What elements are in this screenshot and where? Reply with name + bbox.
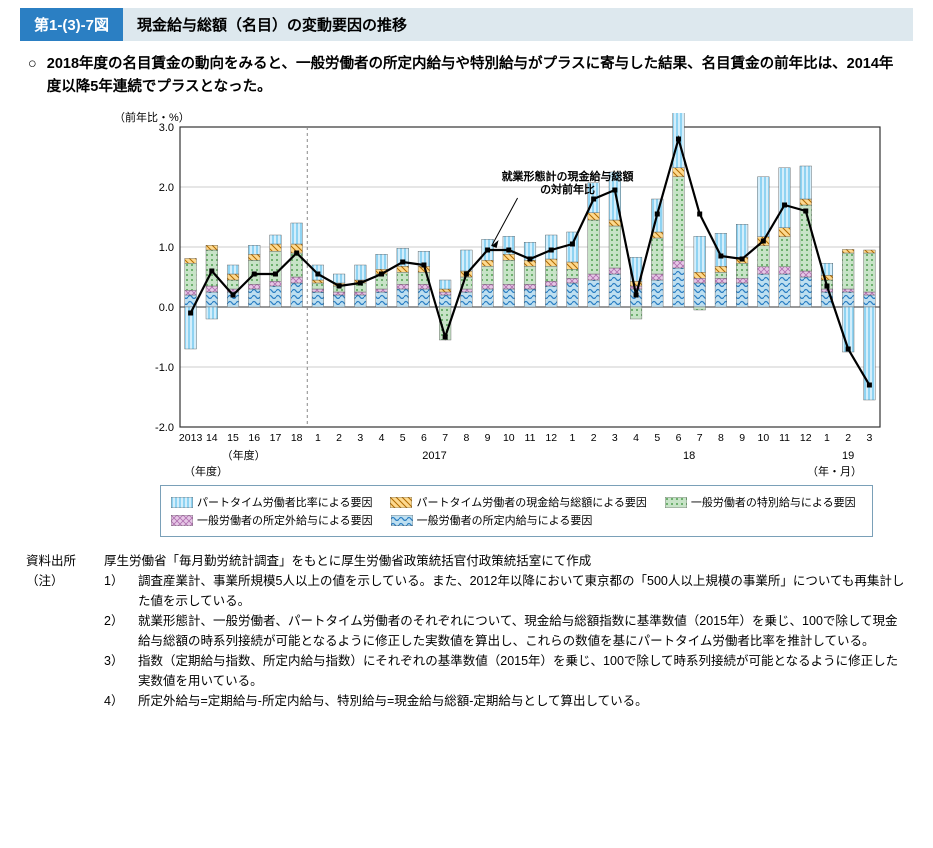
svg-text:-1.0: -1.0 <box>155 362 174 374</box>
svg-text:0.0: 0.0 <box>159 302 174 314</box>
svg-text:16: 16 <box>248 432 260 444</box>
svg-text:2.0: 2.0 <box>159 182 174 194</box>
svg-text:-2.0: -2.0 <box>155 422 174 434</box>
svg-text:18: 18 <box>683 450 695 462</box>
svg-text:5: 5 <box>654 432 660 444</box>
figure-title: 現金給与総額（名目）の変動要因の推移 <box>123 8 913 41</box>
svg-text:（年度）: （年度） <box>184 464 228 477</box>
svg-text:10: 10 <box>757 432 769 444</box>
svg-text:11: 11 <box>779 432 790 444</box>
svg-text:8: 8 <box>718 432 724 444</box>
svg-text:2: 2 <box>591 432 597 444</box>
source-text: 厚生労働省「毎月勤労統計調査」をもとに厚生労働省政策統括官付政策統括室にて作成 <box>104 551 591 571</box>
svg-text:15: 15 <box>227 432 239 444</box>
y-axis-label: （前年比・%） <box>114 109 190 125</box>
note-item: 3）指数（定期給与指数、所定内給与指数）にそれぞれの基準数値（2015年）を乗じ… <box>26 651 907 691</box>
note-item: 4）所定外給与=定期給与-所定内給与、特別給与=現金給与総額-定期給与として算出… <box>26 691 907 711</box>
svg-text:就業形態計の現金給与総額: 就業形態計の現金給与総額 <box>502 169 634 183</box>
svg-text:1: 1 <box>315 432 321 444</box>
svg-text:9: 9 <box>485 432 491 444</box>
svg-text:3: 3 <box>357 432 363 444</box>
legend-item: 一般労働者の所定内給与による要因 <box>391 512 593 528</box>
svg-text:（年度）: （年度） <box>222 448 266 462</box>
legend-item: パートタイム労働者の現金給与総額による要因 <box>390 494 646 510</box>
legend: パートタイム労働者比率による要因パートタイム労働者の現金給与総額による要因一般労… <box>160 485 873 537</box>
svg-text:19: 19 <box>842 450 854 462</box>
svg-text:5: 5 <box>400 432 406 444</box>
svg-text:4: 4 <box>379 432 385 444</box>
legend-item: 一般労働者の特別給与による要因 <box>665 494 856 510</box>
source-label: 資料出所 <box>26 551 104 571</box>
svg-text:10: 10 <box>503 432 515 444</box>
legend-item: パートタイム労働者比率による要因 <box>171 494 372 510</box>
svg-text:14: 14 <box>206 432 218 444</box>
svg-text:11: 11 <box>525 432 536 444</box>
source-notes: 資料出所 厚生労働省「毎月勤労統計調査」をもとに厚生労働省政策統括官付政策統括室… <box>26 551 907 711</box>
summary-bullet: ○ 2018年度の名目賃金の動向をみると、一般労働者の所定内給与や特別給与がプラ… <box>28 53 905 99</box>
svg-text:（年・月）: （年・月） <box>807 464 862 477</box>
note-item: （注）1）調査産業計、事業所規模5人以上の値を示している。また、2012年以降に… <box>26 571 907 611</box>
svg-text:2013: 2013 <box>179 432 203 444</box>
bullet-mark: ○ <box>28 53 37 99</box>
svg-text:12: 12 <box>545 432 557 444</box>
svg-text:1: 1 <box>570 432 576 444</box>
bullet-text: 2018年度の名目賃金の動向をみると、一般労働者の所定内給与や特別給与がプラスに… <box>47 53 905 99</box>
figure-header: 第1-(3)-7図 現金給与総額（名目）の変動要因の推移 <box>20 8 913 41</box>
note-item: 2）就業形態計、一般労働者、パートタイム労働者のそれぞれについて、現金給与総額指… <box>26 611 907 651</box>
svg-text:2: 2 <box>336 432 342 444</box>
svg-text:8: 8 <box>463 432 469 444</box>
svg-text:18: 18 <box>291 432 303 444</box>
svg-text:7: 7 <box>697 432 703 444</box>
svg-text:4: 4 <box>633 432 639 444</box>
stacked-bar-line-chart: -2.0-1.00.01.02.03.020131415161718123456… <box>140 113 890 477</box>
legend-item: 一般労働者の所定外給与による要因 <box>171 512 373 528</box>
svg-text:17: 17 <box>270 432 282 444</box>
svg-text:6: 6 <box>676 432 682 444</box>
svg-text:7: 7 <box>442 432 448 444</box>
svg-text:3: 3 <box>612 432 618 444</box>
svg-text:12: 12 <box>800 432 812 444</box>
svg-text:2: 2 <box>845 432 851 444</box>
svg-text:2017: 2017 <box>422 450 446 462</box>
svg-text:9: 9 <box>739 432 745 444</box>
chart-container: （前年比・%） -2.0-1.00.01.02.03.0201314151617… <box>140 113 853 477</box>
svg-text:の対前年比: の対前年比 <box>540 182 595 196</box>
svg-text:1.0: 1.0 <box>159 242 174 254</box>
figure-number: 第1-(3)-7図 <box>20 8 123 41</box>
svg-text:1: 1 <box>824 432 830 444</box>
svg-text:3: 3 <box>866 432 872 444</box>
svg-text:6: 6 <box>421 432 427 444</box>
